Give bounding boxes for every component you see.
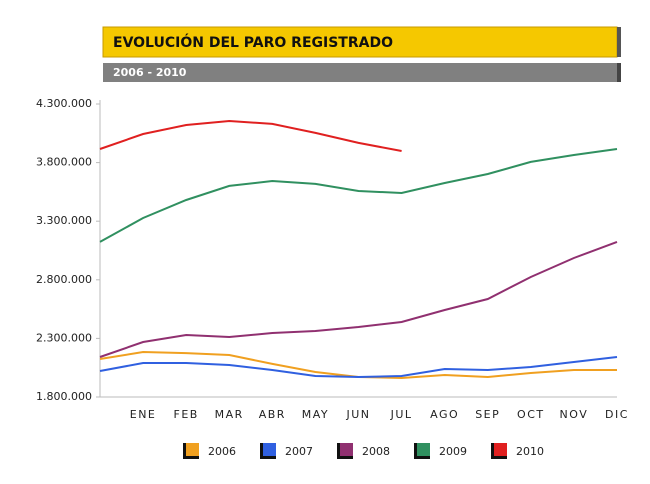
legend-swatch-frame: [414, 443, 430, 459]
y-tick-label: 2.800.000: [36, 273, 92, 286]
x-tick-label: ENE: [130, 408, 157, 421]
x-tick-label: SEP: [475, 408, 500, 421]
legend-swatch: [494, 443, 507, 456]
x-tick-label: NOV: [560, 408, 589, 421]
subtitle-bar: [103, 63, 617, 82]
title-bar: [102, 26, 618, 58]
chart-subtitle: 2006 - 2010: [113, 66, 187, 79]
x-tick-label: OCT: [517, 408, 545, 421]
legend-label: 2009: [439, 445, 467, 458]
series-line: [99, 148, 618, 243]
y-tick-label: 3.800.000: [36, 156, 92, 169]
legend-label: 2006: [208, 445, 236, 458]
x-tick-label: DIC: [605, 408, 629, 421]
x-tick-label: MAY: [302, 408, 329, 421]
x-tick-label: FEB: [174, 408, 199, 421]
title-bar-shadow: [617, 27, 621, 57]
legend-label: 2008: [362, 445, 390, 458]
subtitle-bar-shadow: [617, 63, 621, 82]
y-tick-label: 1.800.000: [36, 390, 92, 403]
x-tick-label: ABR: [259, 408, 286, 421]
series-line: [99, 119, 402, 152]
legend-swatch-frame: [491, 443, 507, 459]
x-tick-label: MAR: [215, 408, 244, 421]
legend-swatch: [340, 443, 353, 456]
legend-swatch: [186, 443, 199, 456]
chart-title: EVOLUCIÓN DEL PARO REGISTRADO: [113, 33, 393, 51]
legend-swatch: [263, 443, 276, 456]
legend-swatch: [417, 443, 430, 456]
legend-swatch-frame: [183, 443, 199, 459]
x-tick-label: JUN: [345, 408, 370, 421]
legend-swatch-frame: [337, 443, 353, 459]
x-tick-label: AGO: [430, 408, 459, 421]
y-tick-label: 3.300.000: [36, 214, 92, 227]
legend-label: 2010: [516, 445, 544, 458]
legend-label: 2007: [285, 445, 313, 458]
series-line: [99, 356, 618, 379]
y-tick-label: 2.300.000: [36, 331, 92, 344]
series-line: [99, 240, 618, 358]
legend-swatch-frame: [260, 443, 276, 459]
y-tick-label: 4.300.000: [36, 97, 92, 110]
x-tick-label: JUL: [390, 408, 413, 421]
